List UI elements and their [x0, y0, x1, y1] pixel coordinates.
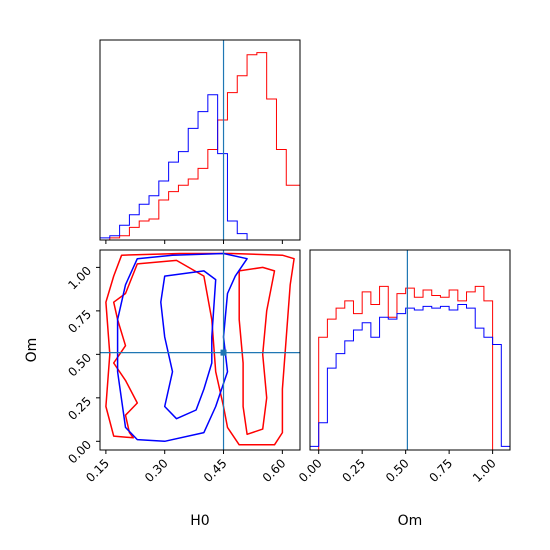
contour-y-tick-label: 1.00 [65, 264, 94, 293]
contour-x-tick-label: 0.45 [201, 456, 230, 485]
contour-y-axis-label: Om [24, 338, 40, 363]
contour-plot-area [100, 250, 300, 450]
blue-contour-level-2 [160, 270, 217, 420]
h0-histogram-panel [99, 39, 301, 244]
truth-point-marker [220, 349, 227, 356]
h0-histogram-frame [99, 39, 301, 241]
om-hist-x-axis-label: Om [398, 513, 423, 529]
om-histogram-blue [309, 304, 511, 450]
om-hist-x-tick-label: 0.25 [340, 456, 369, 485]
contour-y-tick-label: 0.75 [65, 307, 94, 336]
om-hist-x-tick-label: 0.50 [383, 456, 412, 485]
h0-histogram-red [100, 52, 301, 241]
h0-om-contour-panel: 0.15 0.30 0.45 0.60 0.00 0.25 0.50 0.75 1.00 [65, 249, 301, 485]
contour-x-axis-label: H0 [190, 513, 209, 529]
contour-x-tick-label: 0.60 [260, 456, 289, 485]
red-contour-level-2 [238, 266, 276, 436]
h0-histogram-blue [99, 94, 300, 241]
red-contour-level-1 [105, 252, 295, 446]
om-histogram-panel: 0.00 0.25 0.50 0.75 1.00 [296, 249, 511, 485]
om-histogram-frame [309, 249, 511, 451]
om-hist-x-tick-label: 0.75 [426, 456, 455, 485]
om-histogram-red [310, 285, 510, 451]
blue-contour-level-1 [116, 252, 248, 443]
contour-x-tick-label: 0.15 [83, 456, 112, 485]
contour-y-tick-label: 0.50 [65, 351, 94, 380]
contour-y-tick-label: 0.25 [65, 394, 94, 423]
contour-frame [99, 249, 301, 451]
om-hist-x-tick-label: 1.00 [470, 456, 499, 485]
contour-y-tick-label: 0.00 [65, 438, 94, 467]
contour-x-tick-label: 0.30 [142, 456, 171, 485]
om-hist-x-tick-label: 0.00 [296, 456, 325, 485]
